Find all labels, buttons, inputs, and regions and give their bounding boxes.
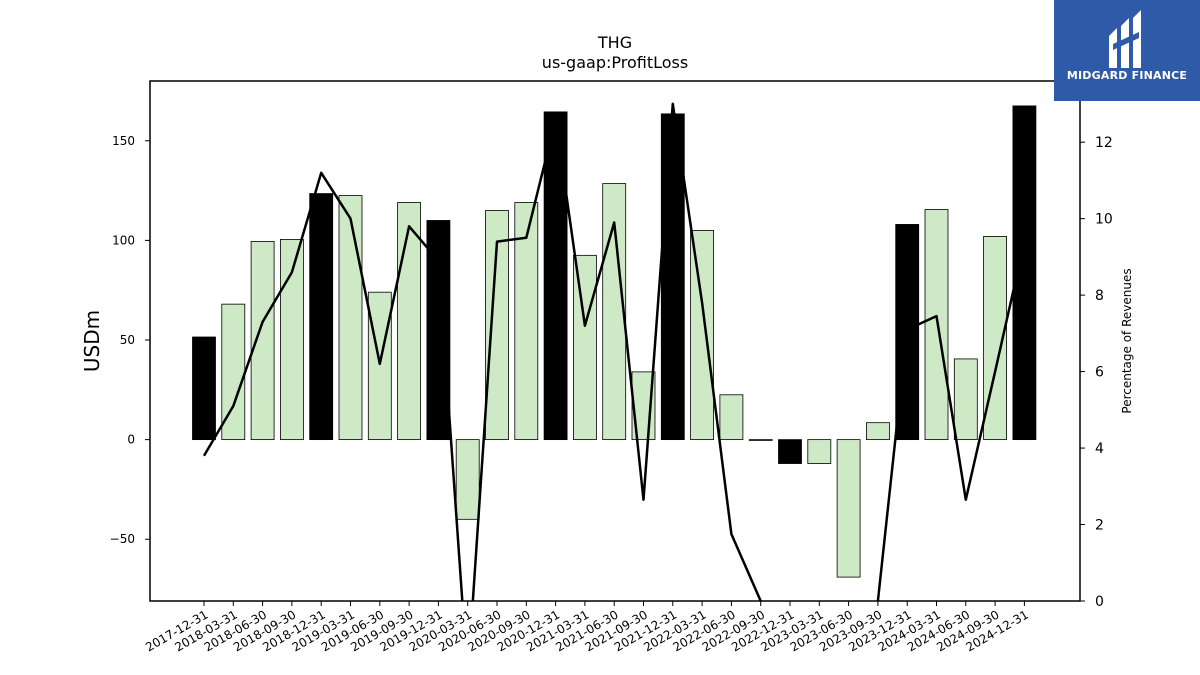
bar-2021-06-30 bbox=[602, 183, 627, 441]
y-axis-right: 0 2 4 6 8 10 12 bbox=[1080, 135, 1113, 610]
bar-2020-06-30 bbox=[485, 210, 509, 441]
y2-tick-label: 2 bbox=[1095, 518, 1104, 534]
bar-2021-03-31 bbox=[573, 254, 597, 441]
bar-2020-09-30 bbox=[514, 202, 539, 441]
bar-2018-12-31 bbox=[309, 193, 334, 441]
y2-axis-label: Percentage of Revenues bbox=[1120, 268, 1134, 413]
bar-2024-06-30 bbox=[953, 358, 978, 441]
bar-2023-06-30 bbox=[836, 439, 861, 578]
chart-title: THG bbox=[597, 33, 632, 52]
y-tick-label: 50 bbox=[120, 333, 135, 347]
y-axis-left: −50 0 50 100 150 bbox=[110, 134, 150, 546]
brand-logo: MIDGARD FINANCE bbox=[1054, 0, 1200, 101]
y2-tick-label: 6 bbox=[1095, 365, 1104, 381]
chart-subtitle: us-gaap:ProfitLoss bbox=[542, 53, 688, 72]
bar-2023-03-31 bbox=[807, 439, 832, 464]
bar-2022-12-31 bbox=[778, 439, 802, 464]
plot-frame bbox=[149, 80, 1081, 602]
bar-2019-12-31 bbox=[426, 220, 451, 441]
bar-2020-03-31 bbox=[455, 439, 480, 520]
y2-tick-label: 10 bbox=[1095, 212, 1113, 228]
y2-tick-label: 8 bbox=[1095, 288, 1104, 304]
bar-2018-06-30 bbox=[250, 240, 275, 441]
bar-2022-09-30 bbox=[748, 439, 773, 441]
x-axis: 2017-12-312018-03-312018-06-302018-09-30… bbox=[143, 601, 1031, 654]
y-tick-label: −50 bbox=[110, 532, 135, 546]
bar-series bbox=[192, 105, 1037, 578]
bar-2022-06-30 bbox=[719, 394, 744, 441]
percentage-line bbox=[202, 102, 1026, 601]
midgard-logo-icon bbox=[1109, 10, 1141, 68]
bar-2019-06-30 bbox=[367, 291, 392, 441]
bar-2022-03-31 bbox=[690, 230, 714, 441]
bar-2019-03-31 bbox=[338, 195, 363, 441]
y2-tick-label: 4 bbox=[1095, 441, 1104, 457]
bar-2020-12-31 bbox=[543, 111, 568, 441]
brand-name: MIDGARD FINANCE bbox=[1066, 69, 1188, 82]
bar-2024-03-31 bbox=[924, 209, 949, 441]
bar-2018-09-30 bbox=[279, 238, 304, 441]
y2-tick-label: 0 bbox=[1095, 594, 1104, 610]
y-axis-label: USDm bbox=[80, 310, 104, 372]
bar-2024-09-30 bbox=[983, 236, 1007, 441]
line-series bbox=[202, 102, 1026, 601]
bar-2017-12-31 bbox=[192, 336, 216, 441]
y-tick-label: 150 bbox=[112, 134, 135, 148]
y-tick-label: 100 bbox=[112, 233, 135, 247]
y2-tick-label: 12 bbox=[1095, 135, 1113, 151]
bar-2024-12-31 bbox=[1012, 105, 1037, 441]
y-tick-label: 0 bbox=[127, 433, 135, 447]
bar-2023-09-30 bbox=[866, 422, 890, 441]
bar-2019-09-30 bbox=[397, 202, 422, 441]
